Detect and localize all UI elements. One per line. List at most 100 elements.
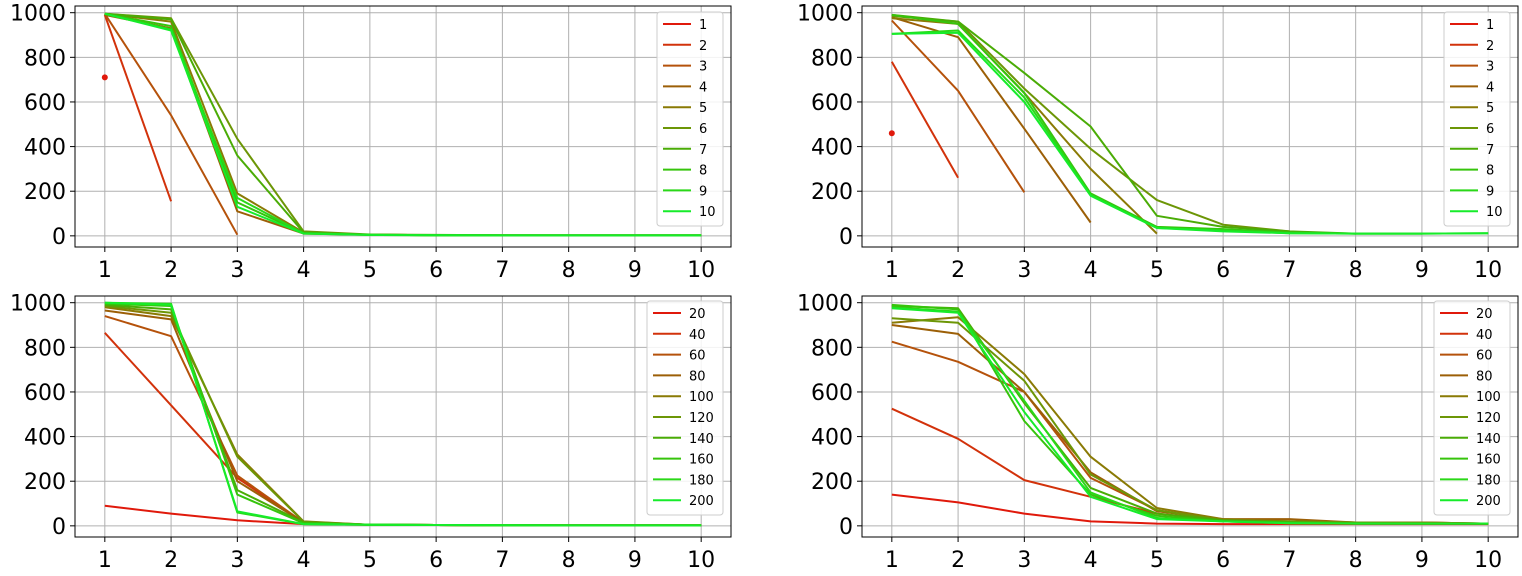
x-tick-label: 3 (230, 258, 244, 283)
legend: 20 40 60 80 100 120 140 160 180 200 (646, 300, 724, 516)
legend-label: 140 (689, 432, 714, 447)
legend-label: 160 (689, 453, 714, 468)
legend-label: 6 (699, 122, 707, 137)
series-line-10 (891, 31, 1489, 235)
legend-label: 20 (1476, 307, 1493, 322)
series-line-3 (103, 13, 239, 236)
y-tick-label: 600 (24, 381, 66, 406)
y-tick-label: 400 (811, 426, 853, 451)
y-tick-label: 800 (24, 46, 66, 71)
y-tick-label: 600 (811, 381, 853, 406)
x-tick-label: 7 (1282, 548, 1296, 573)
x-tick-label: 4 (297, 258, 311, 283)
y-tick-label: 1000 (10, 2, 66, 27)
x-tick-label: 8 (1349, 548, 1363, 573)
legend-label: 4 (699, 80, 707, 95)
x-tick-label: 2 (164, 548, 178, 573)
x-tick-label: 5 (1150, 548, 1164, 573)
y-tick-label: 0 (839, 515, 853, 540)
y-tick-label: 600 (24, 91, 66, 116)
y-tick-label: 1000 (797, 292, 853, 317)
series-line-180 (891, 306, 1489, 525)
series-line-4 (891, 16, 1092, 224)
legend: 1 2 3 4 5 6 7 8 9 10 (656, 11, 724, 227)
x-tick-label: 2 (951, 258, 965, 283)
legend-label: 60 (689, 349, 706, 364)
legend-label: 100 (689, 390, 714, 405)
legend-label: 1 (699, 18, 707, 33)
legend-label: 10 (1486, 205, 1503, 220)
legend-label: 5 (699, 101, 707, 116)
axes-frame (74, 5, 732, 248)
legend-label: 180 (689, 473, 714, 488)
y-tick-label: 200 (24, 470, 66, 495)
x-tick-label: 7 (1282, 258, 1296, 283)
x-tick-label: 9 (1415, 258, 1429, 283)
series-line-3 (891, 19, 1026, 193)
legend-label: 1 (1486, 18, 1494, 33)
legend-label: 60 (1476, 349, 1493, 364)
series-line-10 (104, 12, 702, 237)
legend-label: 180 (1476, 473, 1501, 488)
series-line-140 (104, 303, 702, 527)
x-tick-label: 5 (363, 548, 377, 573)
x-tick-label: 9 (628, 548, 642, 573)
legend-label: 100 (1476, 390, 1501, 405)
series-group (101, 12, 702, 237)
x-tick-label: 6 (429, 258, 443, 283)
legend-label: 3 (1486, 60, 1494, 75)
x-tick-label: 6 (1216, 258, 1230, 283)
x-tick-label: 10 (1474, 258, 1502, 283)
y-tick-label: 800 (811, 46, 853, 71)
series-line-9 (891, 29, 1489, 235)
y-tick-label: 800 (811, 336, 853, 361)
x-tick-label: 5 (363, 258, 377, 283)
series-group (888, 13, 1489, 235)
series-line-6 (104, 12, 702, 237)
axes-frame (861, 5, 1519, 248)
legend-label: 40 (689, 328, 706, 343)
x-tick-label: 4 (1084, 258, 1098, 283)
legend-label: 8 (699, 164, 707, 179)
series-line-60 (891, 340, 1489, 525)
y-tick-label: 0 (52, 225, 66, 250)
y-tick-label: 400 (24, 136, 66, 161)
series-line-4 (104, 13, 702, 237)
x-tick-label: 8 (562, 258, 576, 283)
legend-label: 10 (699, 205, 716, 220)
x-tick-label: 6 (1216, 548, 1230, 573)
x-tick-label: 2 (164, 258, 178, 283)
y-tick-label: 400 (811, 136, 853, 161)
y-tick-label: 200 (24, 180, 66, 205)
series-line-2 (890, 61, 959, 179)
x-tick-label: 8 (562, 548, 576, 573)
legend-label: 200 (1476, 494, 1501, 509)
series-line-160 (104, 302, 702, 527)
legend-label: 80 (689, 369, 706, 384)
legend-label: 3 (699, 60, 707, 75)
series-line-20 (104, 504, 702, 527)
x-tick-label: 1 (98, 258, 112, 283)
x-tick-label: 9 (1415, 548, 1429, 573)
legend: 1 2 3 4 5 6 7 8 9 10 (1443, 11, 1511, 227)
axes-frame (74, 295, 732, 538)
x-tick-label: 5 (1150, 258, 1164, 283)
legend-label: 2 (699, 39, 707, 54)
x-tick-label: 8 (1349, 258, 1363, 283)
x-tick-label: 3 (1017, 548, 1031, 573)
x-tick-label: 1 (98, 548, 112, 573)
y-tick-label: 400 (24, 426, 66, 451)
x-tick-label: 4 (297, 548, 311, 573)
y-tick-label: 1000 (797, 2, 853, 27)
x-tick-label: 10 (1474, 548, 1502, 573)
x-tick-label: 3 (1017, 258, 1031, 283)
legend-label: 40 (1476, 328, 1493, 343)
series-group (891, 303, 1489, 526)
series-line-200 (104, 301, 702, 527)
series-line-180 (104, 301, 702, 527)
legend-label: 5 (1486, 101, 1494, 116)
x-tick-label: 2 (951, 548, 965, 573)
y-tick-label: 200 (811, 180, 853, 205)
